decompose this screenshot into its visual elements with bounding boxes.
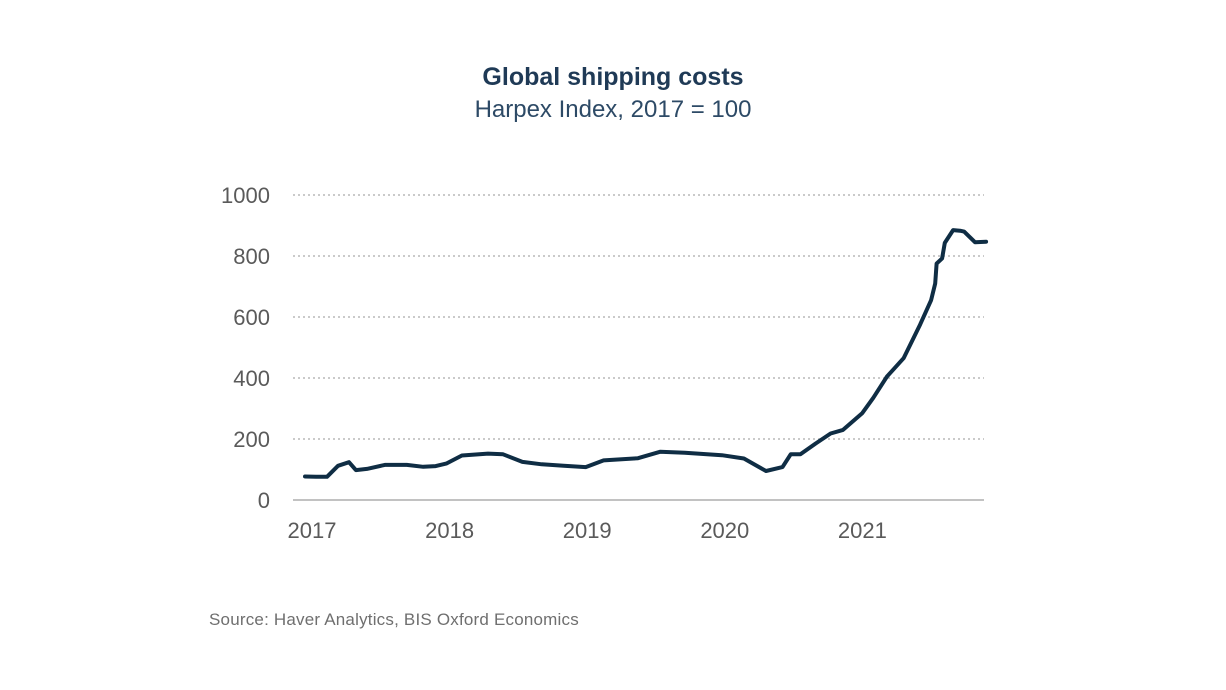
source-note: Source: Haver Analytics, BIS Oxford Econ… [209, 610, 579, 629]
x-tick-label-2018: 2018 [425, 518, 474, 543]
y-tick-label-1000: 1000 [221, 183, 270, 208]
y-tick-label-600: 600 [233, 305, 270, 330]
x-tick-label-2019: 2019 [563, 518, 612, 543]
x-tick-label-2021: 2021 [838, 518, 887, 543]
y-tick-label-0: 0 [258, 488, 270, 513]
chart-subtitle: Harpex Index, 2017 = 100 [474, 96, 752, 123]
x-tick-label-2020: 2020 [700, 518, 749, 543]
x-tick-label-2017: 2017 [288, 518, 337, 543]
y-tick-label-800: 800 [233, 244, 270, 269]
y-tick-label-200: 200 [233, 427, 270, 452]
series-line-0 [303, 228, 989, 479]
y-tick-label-400: 400 [233, 366, 270, 391]
chart-title: Global shipping costs [482, 63, 744, 91]
